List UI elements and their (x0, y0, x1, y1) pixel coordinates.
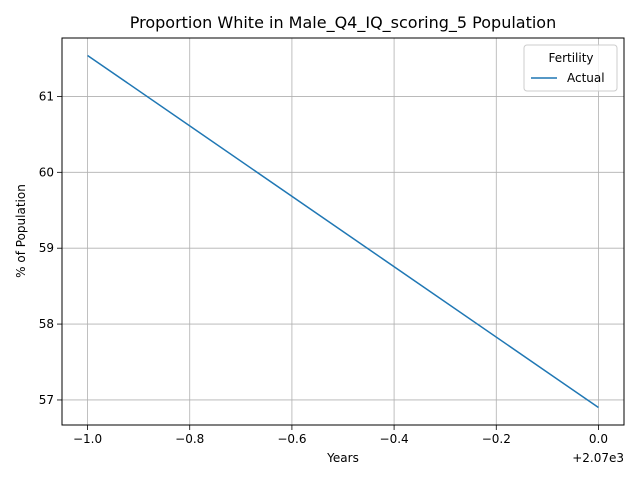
x-axis-label: Years (326, 451, 359, 465)
x-tick-label: −0.6 (277, 432, 306, 446)
x-axis-ticks: −1.0 −0.8 −0.6 −0.4 −0.2 0.0 (73, 425, 608, 446)
y-tick-label: 57 (39, 393, 54, 407)
x-tick-label: −0.2 (482, 432, 511, 446)
chart-title: Proportion White in Male_Q4_IQ_scoring_5… (130, 13, 556, 33)
legend: Fertility Actual (523, 44, 618, 92)
y-tick-label: 60 (39, 165, 54, 179)
series-line-actual (87, 54, 599, 409)
x-tick-label: −1.0 (73, 432, 102, 446)
legend-title: Fertility (548, 51, 593, 65)
y-axis-ticks: 57 58 59 60 61 (39, 89, 62, 407)
x-axis-offset-label: +2.07e3 (572, 451, 624, 465)
legend-label-actual: Actual (567, 71, 605, 85)
x-tick-label: −0.4 (380, 432, 409, 446)
grid (62, 38, 624, 425)
series-lines (87, 54, 599, 409)
y-tick-label: 58 (39, 317, 54, 331)
y-axis-label: % of Population (14, 184, 28, 278)
y-tick-label: 59 (39, 241, 54, 255)
plot-frame (61, 37, 625, 426)
x-tick-label: 0.0 (589, 432, 608, 446)
x-tick-label: −0.8 (175, 432, 204, 446)
y-tick-label: 61 (39, 89, 54, 103)
legend-box (523, 44, 618, 92)
